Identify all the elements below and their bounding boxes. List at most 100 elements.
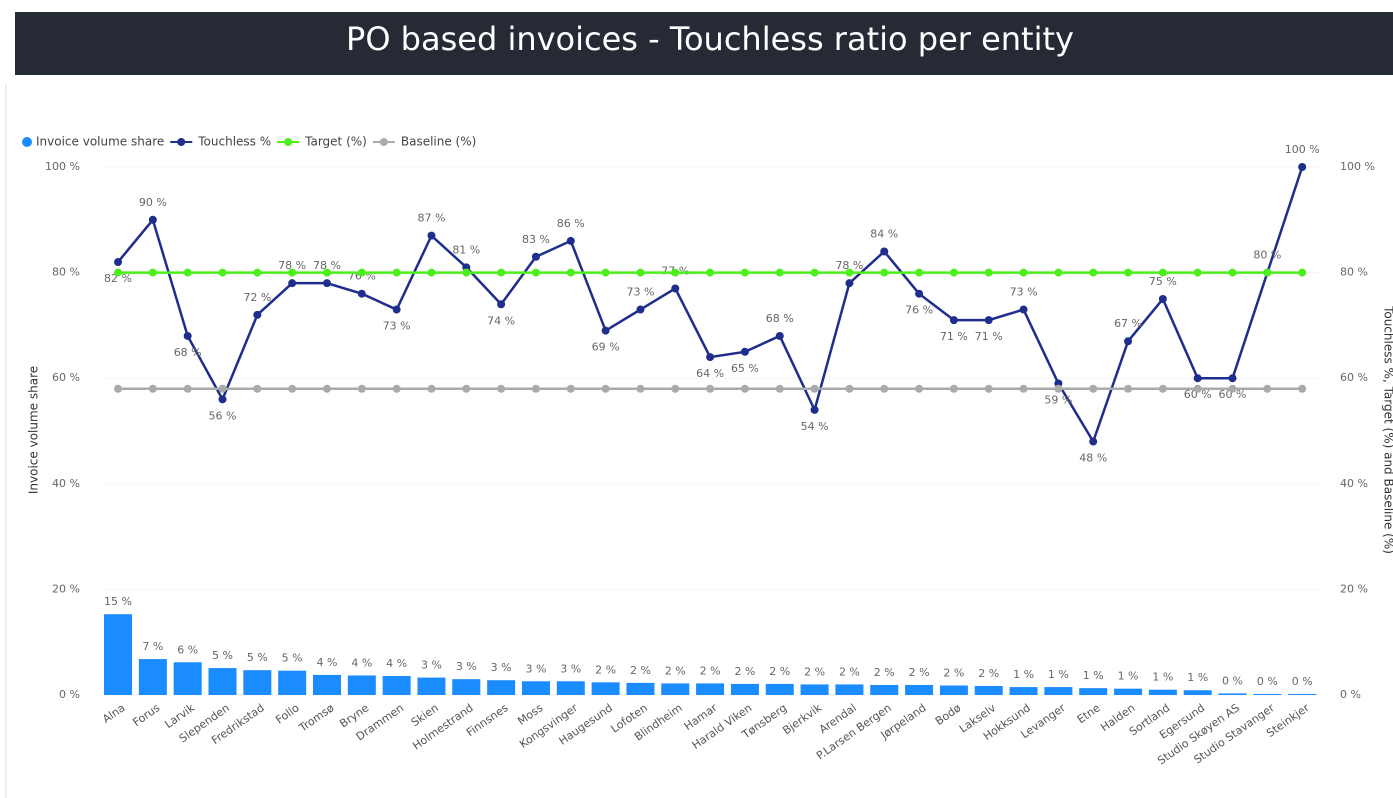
line-point <box>497 384 506 393</box>
line-point <box>775 331 784 340</box>
bar-label: 3 % <box>456 660 477 673</box>
line-point <box>810 268 819 277</box>
line-point <box>1089 384 1098 393</box>
line-point <box>1298 384 1307 393</box>
y-tick-label: 0 % <box>59 688 80 701</box>
line-point <box>1054 268 1063 277</box>
line-label: 72 % <box>243 291 271 304</box>
bar <box>104 614 133 695</box>
bar <box>696 683 725 695</box>
line-label: 84 % <box>870 227 898 240</box>
bar <box>835 684 864 695</box>
line-point <box>1019 384 1028 393</box>
line-label: 71 % <box>940 330 968 343</box>
line-point <box>845 384 854 393</box>
line-point <box>531 384 540 393</box>
bar-label: 2 % <box>665 664 686 677</box>
line-label: 87 % <box>417 212 445 225</box>
line-point <box>253 268 262 277</box>
bar <box>1114 688 1143 695</box>
legend-label: Invoice volume share <box>36 135 164 149</box>
line-label: 65 % <box>731 362 759 375</box>
bar-label: 3 % <box>525 662 546 675</box>
bar <box>138 659 167 695</box>
line-label: 82 % <box>104 272 132 285</box>
line-point <box>322 268 331 277</box>
bar <box>730 683 759 695</box>
bar-label: 5 % <box>282 652 303 665</box>
line-point <box>392 384 401 393</box>
bar-label: 5 % <box>212 649 233 662</box>
line-point <box>601 326 610 335</box>
line-point <box>1158 295 1167 303</box>
line-point <box>427 384 436 393</box>
line-point <box>288 384 297 393</box>
line-point <box>671 284 680 293</box>
y-tick-label: 80 % <box>52 266 80 279</box>
bar-label: 1 % <box>1152 671 1173 684</box>
bar <box>1253 693 1282 695</box>
line-point <box>114 384 123 393</box>
y2-tick-label: 40 % <box>1340 477 1368 490</box>
line-point <box>740 347 749 356</box>
line-point <box>706 384 715 393</box>
line-point <box>880 247 889 256</box>
line-label: 76 % <box>905 304 933 317</box>
line-point <box>1228 384 1237 393</box>
line-label: 67 % <box>1114 317 1142 330</box>
legend-label: Baseline (%) <box>401 135 476 149</box>
line-label: 74 % <box>487 314 515 327</box>
line-label: 73 % <box>383 320 411 333</box>
bar <box>1288 693 1317 695</box>
line-label: 81 % <box>452 243 480 256</box>
line-point <box>1298 268 1307 277</box>
y2-tick-label: 0 % <box>1340 688 1361 701</box>
line-point <box>1089 268 1098 277</box>
line-point <box>1158 384 1167 393</box>
line-label: 54 % <box>801 420 829 433</box>
bar <box>626 682 655 695</box>
line-label: 68 % <box>766 312 794 325</box>
line-point <box>148 268 157 277</box>
bar <box>243 670 272 695</box>
line-point <box>566 236 575 245</box>
line-point <box>427 231 436 240</box>
legend-marker <box>177 138 186 146</box>
line-point <box>218 395 227 404</box>
bar-label: 4 % <box>351 656 372 669</box>
line-label: 73 % <box>626 286 654 299</box>
x-tick-label: Alna <box>100 701 127 726</box>
bar <box>905 684 934 695</box>
bar <box>1218 693 1247 695</box>
line-point <box>357 384 366 393</box>
bar <box>800 684 829 695</box>
line-point <box>1228 268 1237 277</box>
line-point <box>1298 163 1307 171</box>
line-point <box>1158 268 1167 277</box>
line-point <box>427 268 436 277</box>
bar <box>591 682 620 695</box>
line-point <box>949 316 958 325</box>
bar <box>870 684 899 695</box>
line-point <box>1019 305 1028 314</box>
bar-label: 3 % <box>560 662 581 675</box>
bar-label: 0 % <box>1292 675 1313 688</box>
bar-label: 2 % <box>804 665 825 678</box>
bar <box>556 681 585 695</box>
line-point <box>531 252 540 261</box>
line-label: 78 % <box>278 259 306 272</box>
bar <box>487 680 516 695</box>
line-point <box>915 384 924 393</box>
line-point <box>253 384 262 393</box>
bar <box>278 670 307 695</box>
bar-label: 2 % <box>874 666 895 679</box>
y-axis-label: Invoice volume share <box>27 366 41 494</box>
line-point <box>880 268 889 277</box>
bar-label: 1 % <box>1083 669 1104 682</box>
bar <box>765 683 794 695</box>
legend-label: Target (%) <box>304 135 367 149</box>
legend-marker <box>379 138 388 146</box>
bar-label: 2 % <box>839 665 860 678</box>
line-label: 68 % <box>174 346 202 359</box>
line-point <box>601 384 610 393</box>
